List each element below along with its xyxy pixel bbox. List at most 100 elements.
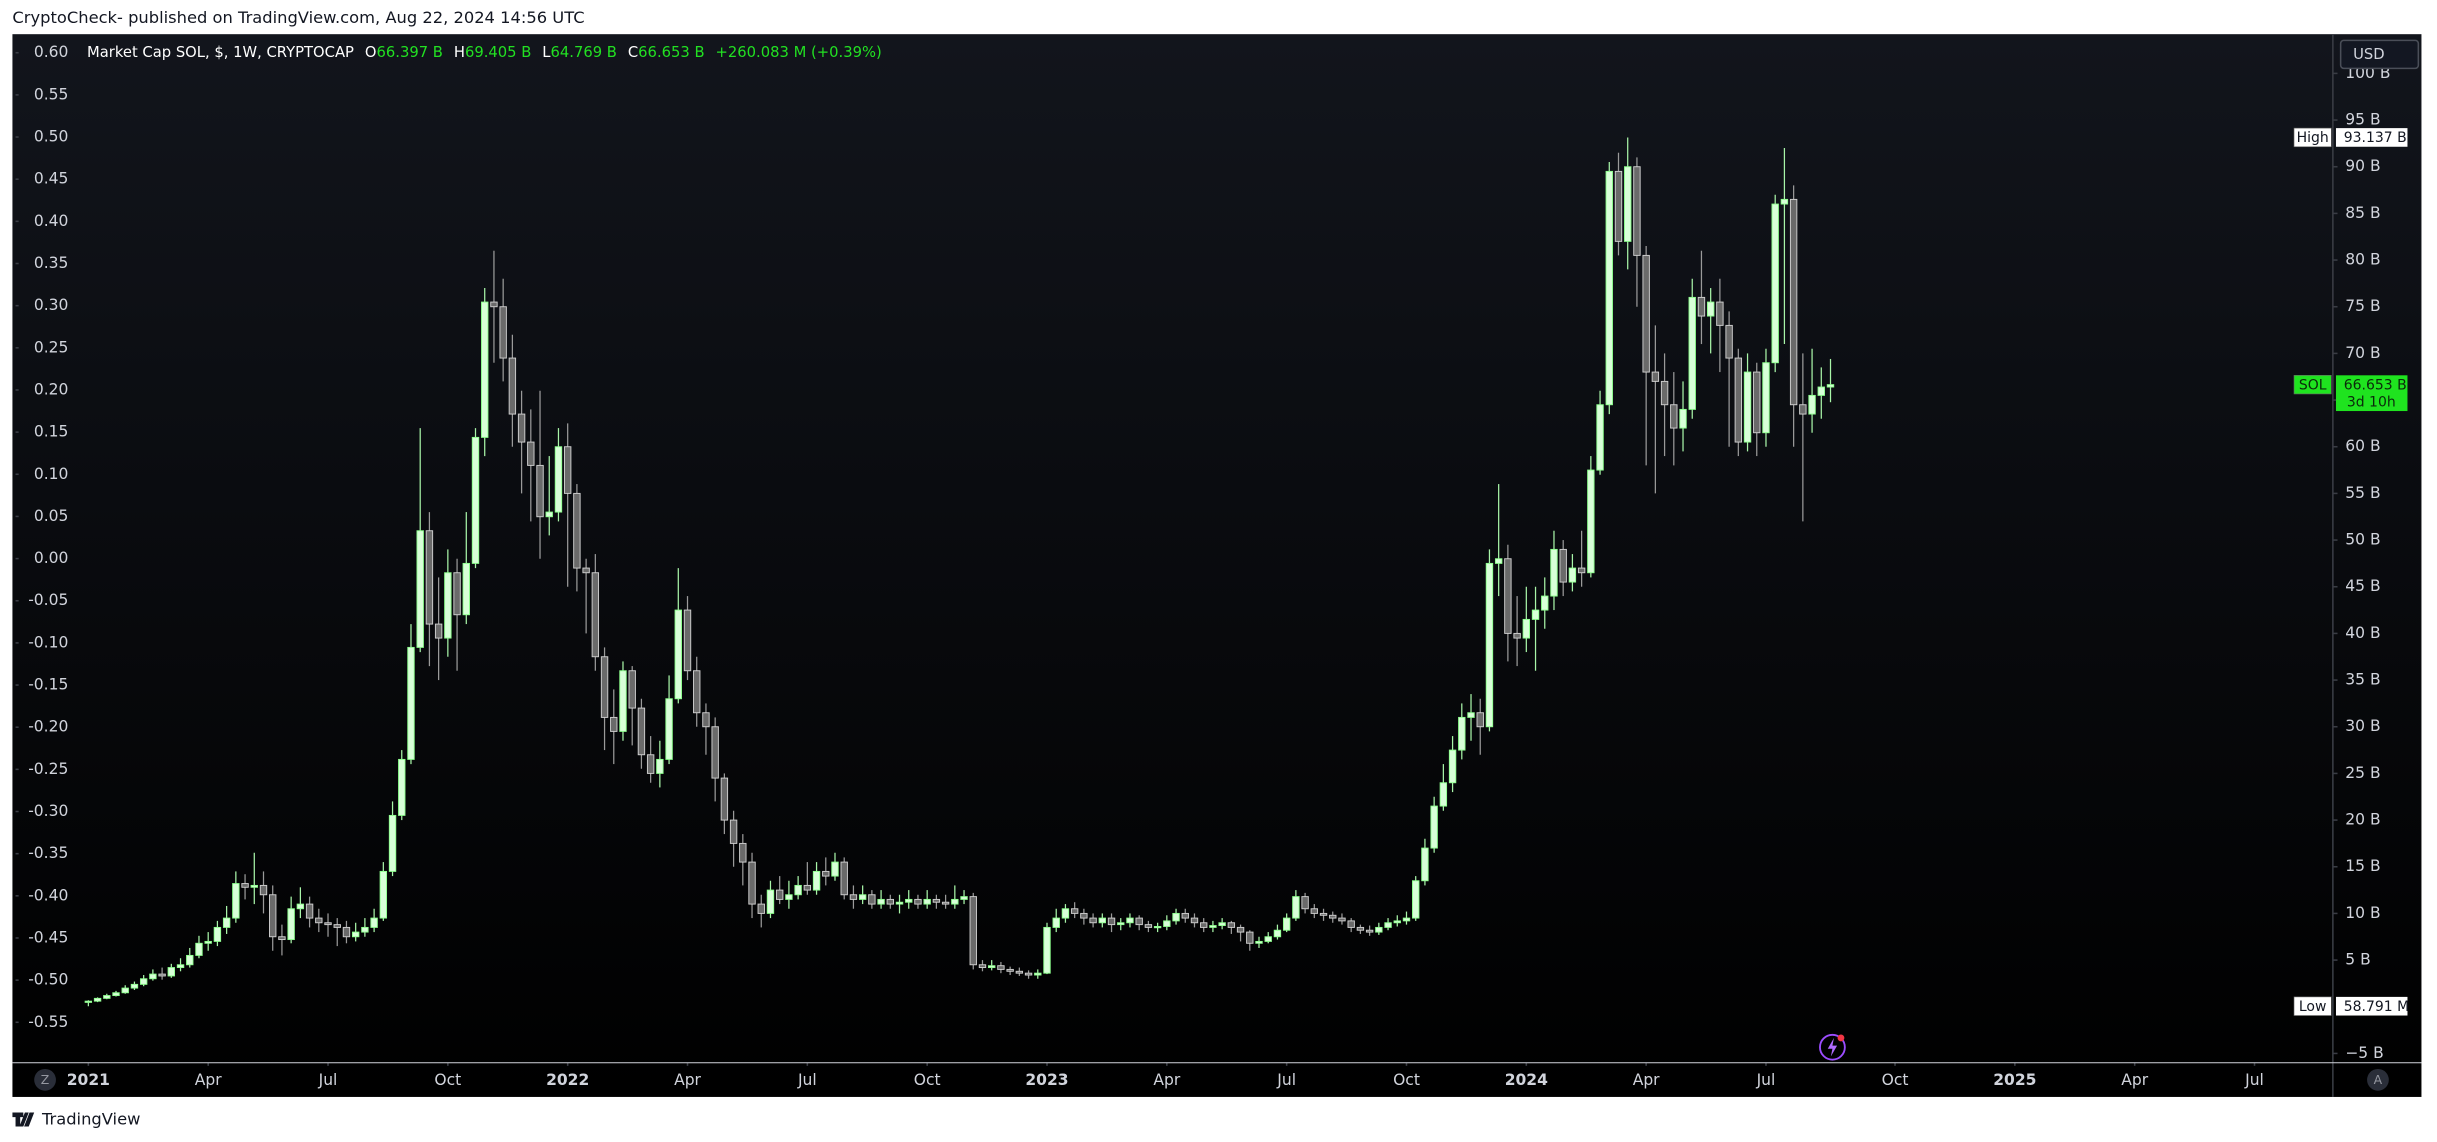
- candle-body: [296, 903, 305, 910]
- candle-body: [554, 446, 563, 513]
- candle-body: [1743, 371, 1752, 443]
- candles: [84, 137, 1835, 1007]
- y2-tick-label: -0.35: [28, 844, 68, 862]
- candle-body: [121, 987, 129, 994]
- candle-body: [582, 567, 590, 574]
- candle-body: [379, 870, 388, 919]
- candle-body: [186, 954, 194, 966]
- candle-body: [103, 995, 111, 999]
- candle-body: [1605, 170, 1613, 406]
- footer-brand: TradingView: [41, 1110, 140, 1129]
- candle-body: [499, 306, 507, 359]
- price-tag-value: 58.791 M: [2344, 999, 2409, 1015]
- candle-body: [683, 609, 692, 672]
- candle-body: [1679, 408, 1687, 429]
- legend-key: O: [365, 44, 377, 61]
- candle-body: [1089, 917, 1097, 924]
- icon-dot[interactable]: [1837, 1034, 1845, 1042]
- candle-body: [1771, 203, 1779, 364]
- candle-body: [1504, 558, 1512, 634]
- candle-body: [1531, 609, 1540, 620]
- candle-body: [720, 777, 729, 821]
- price-labels: High 93.137 B Low 58.791 M SOL 66.653 B 3d 10h: [2293, 127, 2409, 1016]
- candle-body: [315, 917, 323, 924]
- currency[interactable]: USD: [2353, 46, 2385, 63]
- candle-body: [1476, 712, 1484, 728]
- candle-body: [693, 670, 701, 714]
- candle-body: [997, 965, 1005, 970]
- candle-body: [951, 898, 959, 905]
- y2-tick-label: 0.30: [34, 296, 69, 314]
- price-tag-key: High: [2297, 130, 2329, 146]
- candle-body: [1448, 749, 1457, 784]
- price-tag-key: Low: [2299, 999, 2327, 1015]
- y-tick-label: 95 B: [2345, 111, 2380, 129]
- candle-body: [1246, 931, 1254, 944]
- candle-body: [757, 903, 765, 914]
- candle-body: [1006, 968, 1014, 972]
- candle-body: [812, 870, 821, 891]
- price-tag-value: 66.653 B: [2344, 377, 2407, 393]
- control-button[interactable]: [34, 1068, 56, 1091]
- candle-body: [914, 898, 922, 905]
- candle-body: [1338, 917, 1346, 922]
- candle-body: [1098, 917, 1106, 924]
- price-tag-value-box: [2335, 128, 2408, 147]
- icon-ring[interactable]: [1819, 1033, 1846, 1061]
- control-label[interactable]: A: [2374, 1072, 2383, 1087]
- attribution: CryptoCheck- published on TradingView.co…: [12, 8, 584, 27]
- candle-body: [388, 814, 397, 872]
- currency-box[interactable]: [2339, 39, 2420, 70]
- price-tag-key-box: [2293, 375, 2332, 395]
- candle-body: [453, 572, 461, 616]
- candle-body: [1670, 404, 1678, 429]
- candle-body: [527, 441, 535, 466]
- candle-body: [444, 572, 452, 639]
- candle-body: [1329, 914, 1337, 919]
- candle-body: [1706, 301, 1715, 317]
- x-tick-label: 2021: [67, 1071, 110, 1089]
- y2-tick-label: -0.50: [28, 971, 68, 989]
- y-tick-label: 55 B: [2345, 484, 2380, 502]
- y2-tick-label: 0.10: [34, 465, 69, 483]
- icon-bolt[interactable]: [1827, 1037, 1838, 1057]
- control-button[interactable]: [2367, 1068, 2389, 1091]
- candle-body: [1310, 908, 1319, 914]
- candle-body: [398, 758, 406, 816]
- control-label[interactable]: Z: [41, 1072, 50, 1087]
- candle-body: [1375, 926, 1383, 933]
- legend-value: 64.769 B: [551, 44, 617, 61]
- legend-value: 66.653 B: [638, 44, 704, 61]
- candle-body: [1513, 632, 1521, 639]
- candle-body: [425, 530, 434, 625]
- y2-tick-label: 0.05: [34, 507, 69, 525]
- candle-body: [1292, 896, 1300, 919]
- y-tick-label: 5 B: [2345, 951, 2370, 969]
- candle-body: [619, 670, 627, 732]
- alert-icon[interactable]: [1819, 1033, 1846, 1061]
- candle-body: [988, 965, 996, 969]
- x-tick-label: Oct: [1393, 1071, 1420, 1089]
- candle-body: [1135, 917, 1143, 926]
- chart-background: [12, 34, 2422, 1097]
- candle-body: [490, 301, 498, 308]
- candle-body: [1550, 548, 1558, 597]
- candle-body: [112, 992, 120, 997]
- candle-body: [1651, 371, 1660, 382]
- candle-body: [1356, 926, 1365, 931]
- candle-body: [545, 511, 553, 518]
- legend-key: H: [454, 44, 465, 61]
- candle-body: [563, 446, 572, 494]
- candle-body: [1817, 386, 1825, 396]
- candle-body: [1034, 972, 1042, 976]
- candle-body: [1144, 924, 1153, 928]
- candle-body: [1439, 782, 1448, 807]
- candle-body: [1200, 922, 1208, 928]
- y2-tick-label: 0.25: [34, 338, 69, 356]
- candle-body: [1117, 922, 1125, 926]
- candle-body: [139, 978, 148, 985]
- y2-tick-label: 0.35: [34, 254, 69, 272]
- candle-body: [462, 562, 470, 616]
- y-tick-label: 70 B: [2345, 344, 2380, 362]
